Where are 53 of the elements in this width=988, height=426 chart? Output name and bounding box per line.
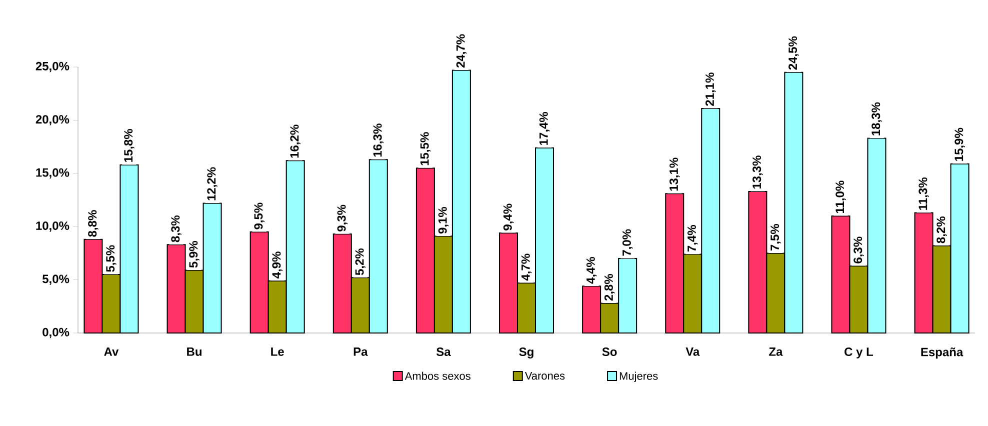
data-label: 4,9% (272, 252, 282, 278)
data-label: 9,1% (438, 206, 449, 234)
data-label: 24,7% (456, 34, 467, 68)
x-tick-label: C y L (844, 348, 874, 358)
x-tick-label: Va (686, 348, 700, 356)
x-tick-label: Bu (187, 348, 202, 356)
data-label: 11,3% (918, 178, 929, 210)
x-tick-label: So (602, 348, 617, 356)
data-label: 8,2% (936, 216, 947, 244)
y-tick-label: 5,0% (42, 274, 70, 285)
data-label: 2,8% (604, 274, 615, 301)
data-label: 24,5% (788, 36, 799, 70)
x-tick-label: Pa (354, 348, 368, 356)
data-label: 7,5% (770, 224, 781, 250)
x-tick-label: Le (271, 348, 284, 356)
x-tick-label: España (921, 348, 964, 359)
data-label: 4,4% (586, 256, 597, 284)
x-tick-label: Av (104, 348, 119, 356)
legend-label: Ambos sexos (404, 372, 470, 380)
legend-label: Varones (524, 372, 565, 380)
data-label: 5,5% (106, 245, 116, 272)
y-tick-label: 0,0% (42, 328, 70, 338)
data-label: 4,7% (521, 254, 532, 281)
y-tick-label: 25,0% (36, 62, 70, 72)
x-tick-label: Za (769, 348, 783, 356)
data-label: 9,5% (254, 202, 264, 230)
data-label: 13,1% (670, 158, 680, 191)
data-label: 9,4% (503, 204, 514, 230)
x-tick-label: Sg (519, 348, 534, 358)
data-label: 16,2% (290, 124, 300, 158)
data-label: 7,0% (622, 229, 633, 256)
data-label: 15,5% (420, 132, 431, 166)
y-tick-label: 20,0% (36, 115, 70, 126)
data-label: 18,3% (872, 102, 882, 136)
data-label: 11,0% (836, 180, 846, 214)
data-label: 8,8% (88, 210, 98, 237)
data-label: 7,4% (688, 225, 698, 252)
data-label: 5,2% (355, 248, 366, 276)
data-label: 21,1% (706, 72, 716, 106)
data-label: 8,3% (171, 215, 182, 242)
data-label: 5,9% (189, 240, 200, 268)
data-label: 13,3% (752, 156, 763, 189)
y-tick-label: 10,0% (36, 221, 70, 232)
data-label: 15,8% (124, 128, 134, 162)
data-label: 17,4% (539, 112, 550, 145)
data-label: 16,3% (373, 124, 384, 157)
data-label: 9,3% (337, 204, 348, 232)
y-tick-label: 15,0% (36, 168, 70, 179)
data-label: 15,9% (954, 128, 965, 161)
legend-label: Mujeres (620, 372, 658, 382)
data-label: 12,2% (207, 167, 218, 200)
x-tick-label: Sa (436, 348, 451, 356)
data-label: 6,3% (854, 236, 864, 264)
